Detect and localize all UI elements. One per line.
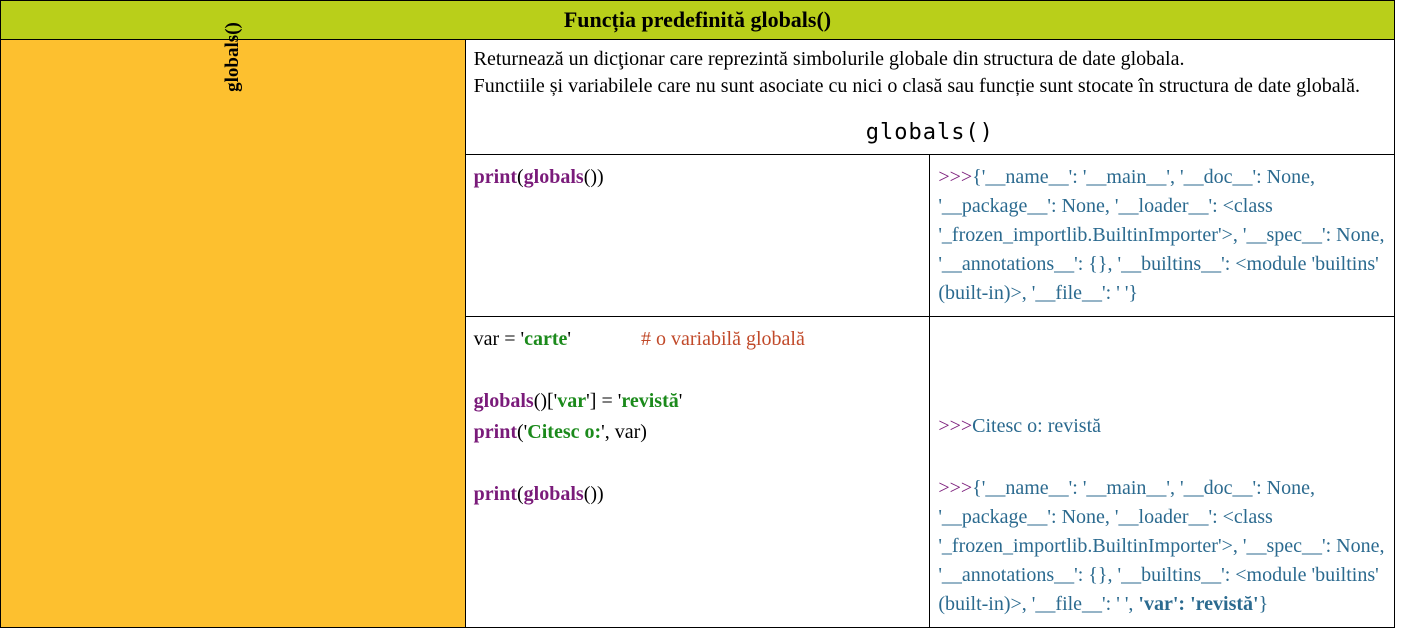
blank-line (938, 443, 1386, 472)
paren: ) (597, 166, 604, 188)
keyword-print: print (474, 166, 517, 188)
output-text: {'__name__': '__main__', '__doc__': None… (938, 166, 1384, 304)
code-text: ()[ (534, 390, 554, 412)
var-assign: var = (474, 328, 521, 350)
blank-line (938, 381, 1386, 410)
comment: # o variabilă globală (641, 328, 805, 350)
blank-line (474, 449, 922, 478)
quote: ' (679, 390, 683, 412)
prompt: >>> (938, 477, 972, 499)
quote: ' (567, 328, 571, 350)
output-line: >>>Citesc o: revistă (938, 412, 1386, 441)
code-cell-2: var = 'carte'# o variabilă globală globa… (465, 316, 930, 627)
code-line: print(globals()) (474, 480, 922, 509)
keyword-globals: globals (474, 390, 534, 412)
blank-line (474, 356, 922, 385)
string-literal: var (557, 390, 586, 412)
output-line: >>>{'__name__': '__main__', '__doc__': N… (938, 474, 1386, 619)
syntax-line: globals() (474, 118, 1386, 148)
keyword-print: print (474, 421, 517, 443)
paren: ( (517, 166, 524, 188)
code-line: globals()['var'] = 'revistă' (474, 387, 922, 416)
code-line: print(globals()) (474, 163, 922, 192)
main-table: Funcția predefinită globals() globals() … (0, 0, 1395, 628)
paren: ( (517, 483, 524, 505)
output-cell-1: >>>{'__name__': '__main__', '__doc__': N… (930, 154, 1395, 316)
output-text: } (1259, 593, 1269, 615)
document-wrapper: Funcția predefinită globals() globals() … (0, 0, 1403, 628)
output-cell-2: >>>Citesc o: revistă >>>{'__name__': '__… (930, 316, 1395, 627)
string-literal: carte (524, 328, 567, 350)
paren: ( (517, 421, 524, 443)
desc-line1: Returnează un dicţionar care reprezintă … (474, 46, 1386, 73)
code-text: ()) (584, 483, 604, 505)
output-bold: 'var': 'revistă' (1138, 593, 1258, 615)
side-label: globals() (222, 22, 244, 92)
keyword-print: print (474, 483, 517, 505)
code-text: ] = (590, 390, 618, 412)
string-literal: Citesc o: (527, 421, 601, 443)
output-line: >>>{'__name__': '__main__', '__doc__': N… (938, 163, 1386, 308)
code-line: print('Citesc o:', var) (474, 418, 922, 447)
code-text: , var) (605, 421, 647, 443)
description-cell: Returnează un dicţionar care reprezintă … (465, 40, 1394, 155)
side-label-cell: globals() (1, 40, 466, 628)
string-literal: revistă (621, 390, 678, 412)
blank-line (938, 352, 1386, 381)
keyword-globals: globals (524, 483, 584, 505)
prompt: >>> (938, 415, 972, 437)
blank-line (938, 323, 1386, 352)
table-title: Funcția predefinită globals() (1, 1, 1395, 40)
prompt: >>> (938, 166, 972, 188)
desc-line2: Functiile și variabilele care nu sunt as… (474, 73, 1386, 100)
code-line: var = 'carte'# o variabilă globală (474, 325, 922, 354)
code-cell-1: print(globals()) (465, 154, 930, 316)
output-text: Citesc o: revistă (972, 415, 1101, 437)
keyword-globals: globals (524, 166, 584, 188)
